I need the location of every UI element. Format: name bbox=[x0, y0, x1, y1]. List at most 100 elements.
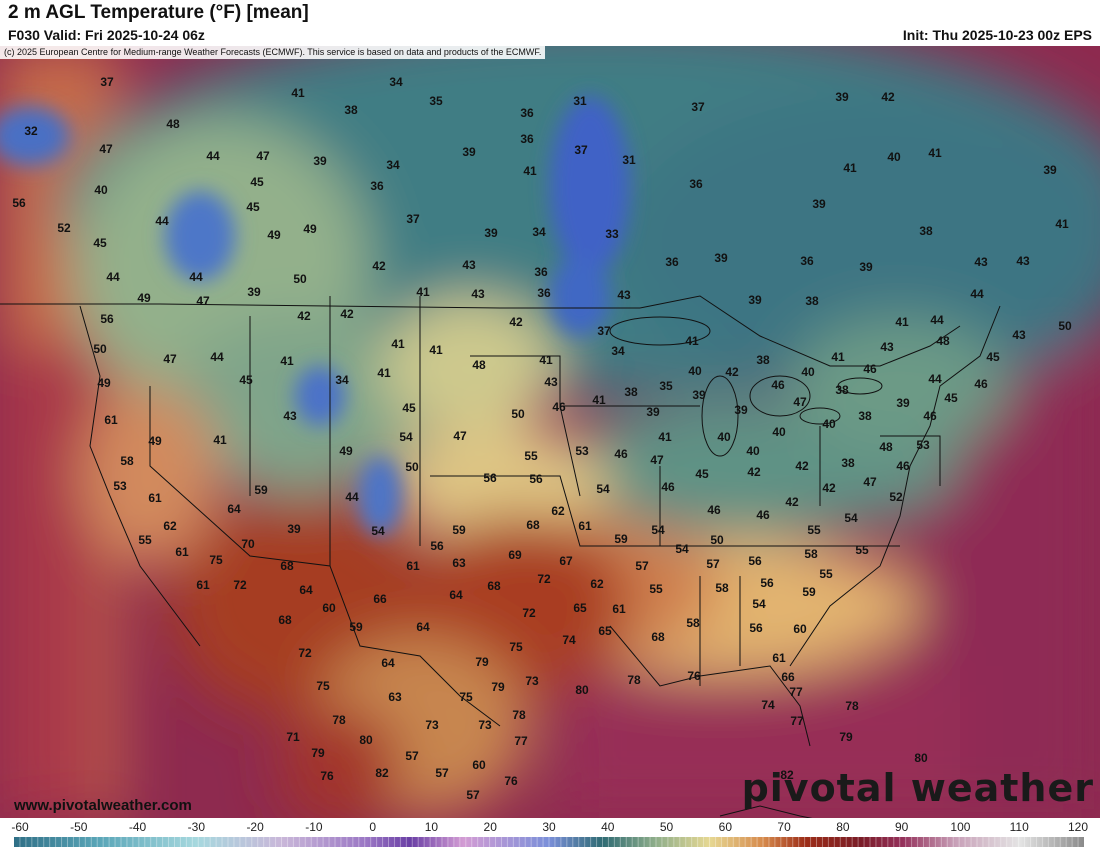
legend-tick: -20 bbox=[246, 820, 264, 834]
temperature-value: 77 bbox=[789, 685, 803, 699]
temperature-value: 55 bbox=[819, 567, 833, 581]
temperature-value: 36 bbox=[800, 254, 814, 268]
legend-tick: 80 bbox=[836, 820, 850, 834]
temperature-value: 56 bbox=[483, 471, 497, 485]
temperature-value: 61 bbox=[104, 413, 118, 427]
temperature-value: 54 bbox=[844, 511, 858, 525]
temperature-value: 54 bbox=[399, 430, 413, 444]
legend-tick: 30 bbox=[542, 820, 556, 834]
temperature-value: 41 bbox=[658, 430, 672, 444]
temperature-value: 56 bbox=[760, 576, 774, 590]
temperature-value: 61 bbox=[772, 651, 786, 665]
temperature-value: 41 bbox=[291, 86, 305, 100]
temperature-value: 40 bbox=[801, 365, 815, 379]
temperature-value: 40 bbox=[772, 425, 786, 439]
temperature-value: 41 bbox=[685, 334, 699, 348]
temperature-value: 43 bbox=[617, 288, 631, 302]
temperature-value: 39 bbox=[287, 522, 301, 536]
temperature-value: 49 bbox=[97, 376, 111, 390]
legend-tick: -50 bbox=[70, 820, 88, 834]
temperature-value: 54 bbox=[596, 482, 610, 496]
temperature-value: 64 bbox=[381, 656, 395, 670]
temperature-value: 45 bbox=[986, 350, 1000, 364]
temperature-value: 68 bbox=[280, 559, 294, 573]
valid-time: F030 Valid: Fri 2025-10-24 06z bbox=[8, 27, 205, 43]
temperature-value: 59 bbox=[254, 483, 268, 497]
temperature-value: 34 bbox=[389, 75, 403, 89]
temperature-value: 80 bbox=[359, 733, 373, 747]
temperature-value: 50 bbox=[93, 342, 107, 356]
temperature-value: 50 bbox=[511, 407, 525, 421]
temperature-value: 79 bbox=[491, 680, 505, 694]
temperature-value: 34 bbox=[335, 373, 349, 387]
temperature-value: 47 bbox=[163, 352, 177, 366]
temperature-value: 37 bbox=[100, 75, 114, 89]
temperature-value: 40 bbox=[822, 417, 836, 431]
temperature-value: 59 bbox=[614, 532, 628, 546]
temperature-value: 34 bbox=[386, 158, 400, 172]
temperature-value: 73 bbox=[478, 718, 492, 732]
legend-tick: 60 bbox=[718, 820, 733, 834]
temperature-value: 31 bbox=[622, 153, 636, 167]
temperature-value: 61 bbox=[612, 602, 626, 616]
temperature-value: 47 bbox=[453, 429, 467, 443]
temperature-value: 57 bbox=[635, 559, 649, 573]
temperature-value: 60 bbox=[793, 622, 807, 636]
temperature-value: 74 bbox=[761, 698, 775, 712]
temperature-value: 39 bbox=[859, 260, 873, 274]
temperature-value: 61 bbox=[148, 491, 162, 505]
temperature-value: 49 bbox=[339, 444, 353, 458]
temperature-value: 52 bbox=[57, 221, 71, 235]
temperature-value: 82 bbox=[375, 766, 389, 780]
temperature-value: 46 bbox=[896, 459, 910, 473]
temperature-map[interactable]: 37 32 48 47 44 47 40 45 56 45 44 49 49 52 45 44 44 49 47 39… bbox=[0, 46, 1100, 818]
temperature-value: 39 bbox=[812, 197, 826, 211]
legend-tick: 40 bbox=[601, 820, 615, 834]
website-link[interactable]: www.pivotalweather.com bbox=[14, 797, 192, 814]
temperature-value: 41 bbox=[831, 350, 845, 364]
cold-regions bbox=[0, 96, 630, 536]
temperature-value: 36 bbox=[370, 179, 384, 193]
temperature-value: 61 bbox=[578, 519, 592, 533]
temperature-value: 42 bbox=[372, 259, 386, 273]
temperature-value: 41 bbox=[280, 354, 294, 368]
temperature-value: 39 bbox=[484, 226, 498, 240]
temperature-value: 54 bbox=[371, 524, 385, 538]
temperature-value: 55 bbox=[524, 449, 538, 463]
temperature-value: 58 bbox=[686, 616, 700, 630]
temperature-value: 42 bbox=[297, 309, 311, 323]
temperature-value: 53 bbox=[916, 438, 930, 452]
temperature-value: 56 bbox=[749, 621, 763, 635]
legend-tick: 70 bbox=[777, 820, 791, 834]
temperature-value: 77 bbox=[514, 734, 528, 748]
temperature-value: 36 bbox=[520, 132, 534, 146]
temperature-value: 55 bbox=[855, 543, 869, 557]
borders bbox=[0, 295, 1001, 818]
temperature-value: 47 bbox=[99, 142, 113, 156]
temperature-value: 34 bbox=[532, 225, 546, 239]
temperature-value: 43 bbox=[471, 287, 485, 301]
temperature-value: 59 bbox=[802, 585, 816, 599]
temperature-value: 38 bbox=[756, 353, 770, 367]
temperature-value: 44 bbox=[155, 214, 169, 228]
temperature-value: 55 bbox=[807, 523, 821, 537]
brand-logo: pivotal weather bbox=[741, 766, 1094, 810]
temperature-value: 66 bbox=[781, 670, 795, 684]
temperature-value: 58 bbox=[804, 547, 818, 561]
temperature-value: 63 bbox=[452, 556, 466, 570]
legend-tick: 120 bbox=[1067, 820, 1089, 834]
legend-tick: -60 bbox=[11, 820, 29, 834]
temperature-value: 42 bbox=[747, 465, 761, 479]
copyright-notice: (c) 2025 European Centre for Medium-rang… bbox=[0, 46, 546, 59]
temperature-value: 39 bbox=[714, 251, 728, 265]
temperature-value: 36 bbox=[537, 286, 551, 300]
temperature-value: 72 bbox=[233, 578, 247, 592]
temperature-value: 79 bbox=[311, 746, 325, 760]
temperature-value: 40 bbox=[717, 430, 731, 444]
temperature-value: 59 bbox=[349, 620, 363, 634]
temperature-value: 49 bbox=[303, 222, 317, 236]
temperature-value: 45 bbox=[246, 200, 260, 214]
temperature-value: 37 bbox=[691, 100, 705, 114]
temperature-value: 64 bbox=[227, 502, 241, 516]
